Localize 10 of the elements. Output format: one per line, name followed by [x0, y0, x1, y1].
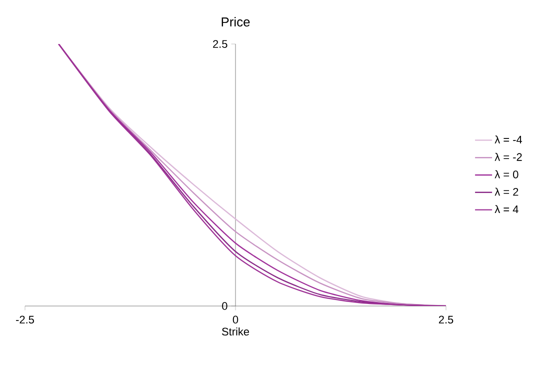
x-axis-title: Strike [222, 327, 250, 336]
legend-label: λ = -2 [494, 152, 522, 161]
x-tick-label: 0 [232, 316, 238, 324]
legend-label: λ = 2 [494, 188, 518, 196]
legend-label: λ = 0 [494, 170, 518, 178]
legend-label: λ = 4 [494, 205, 518, 214]
chart-title: Price [222, 17, 250, 27]
x-tick-label: 2.5 [438, 316, 454, 324]
legend-label: λ = -4 [494, 135, 522, 144]
x-tick-label: -2.5 [16, 316, 34, 324]
